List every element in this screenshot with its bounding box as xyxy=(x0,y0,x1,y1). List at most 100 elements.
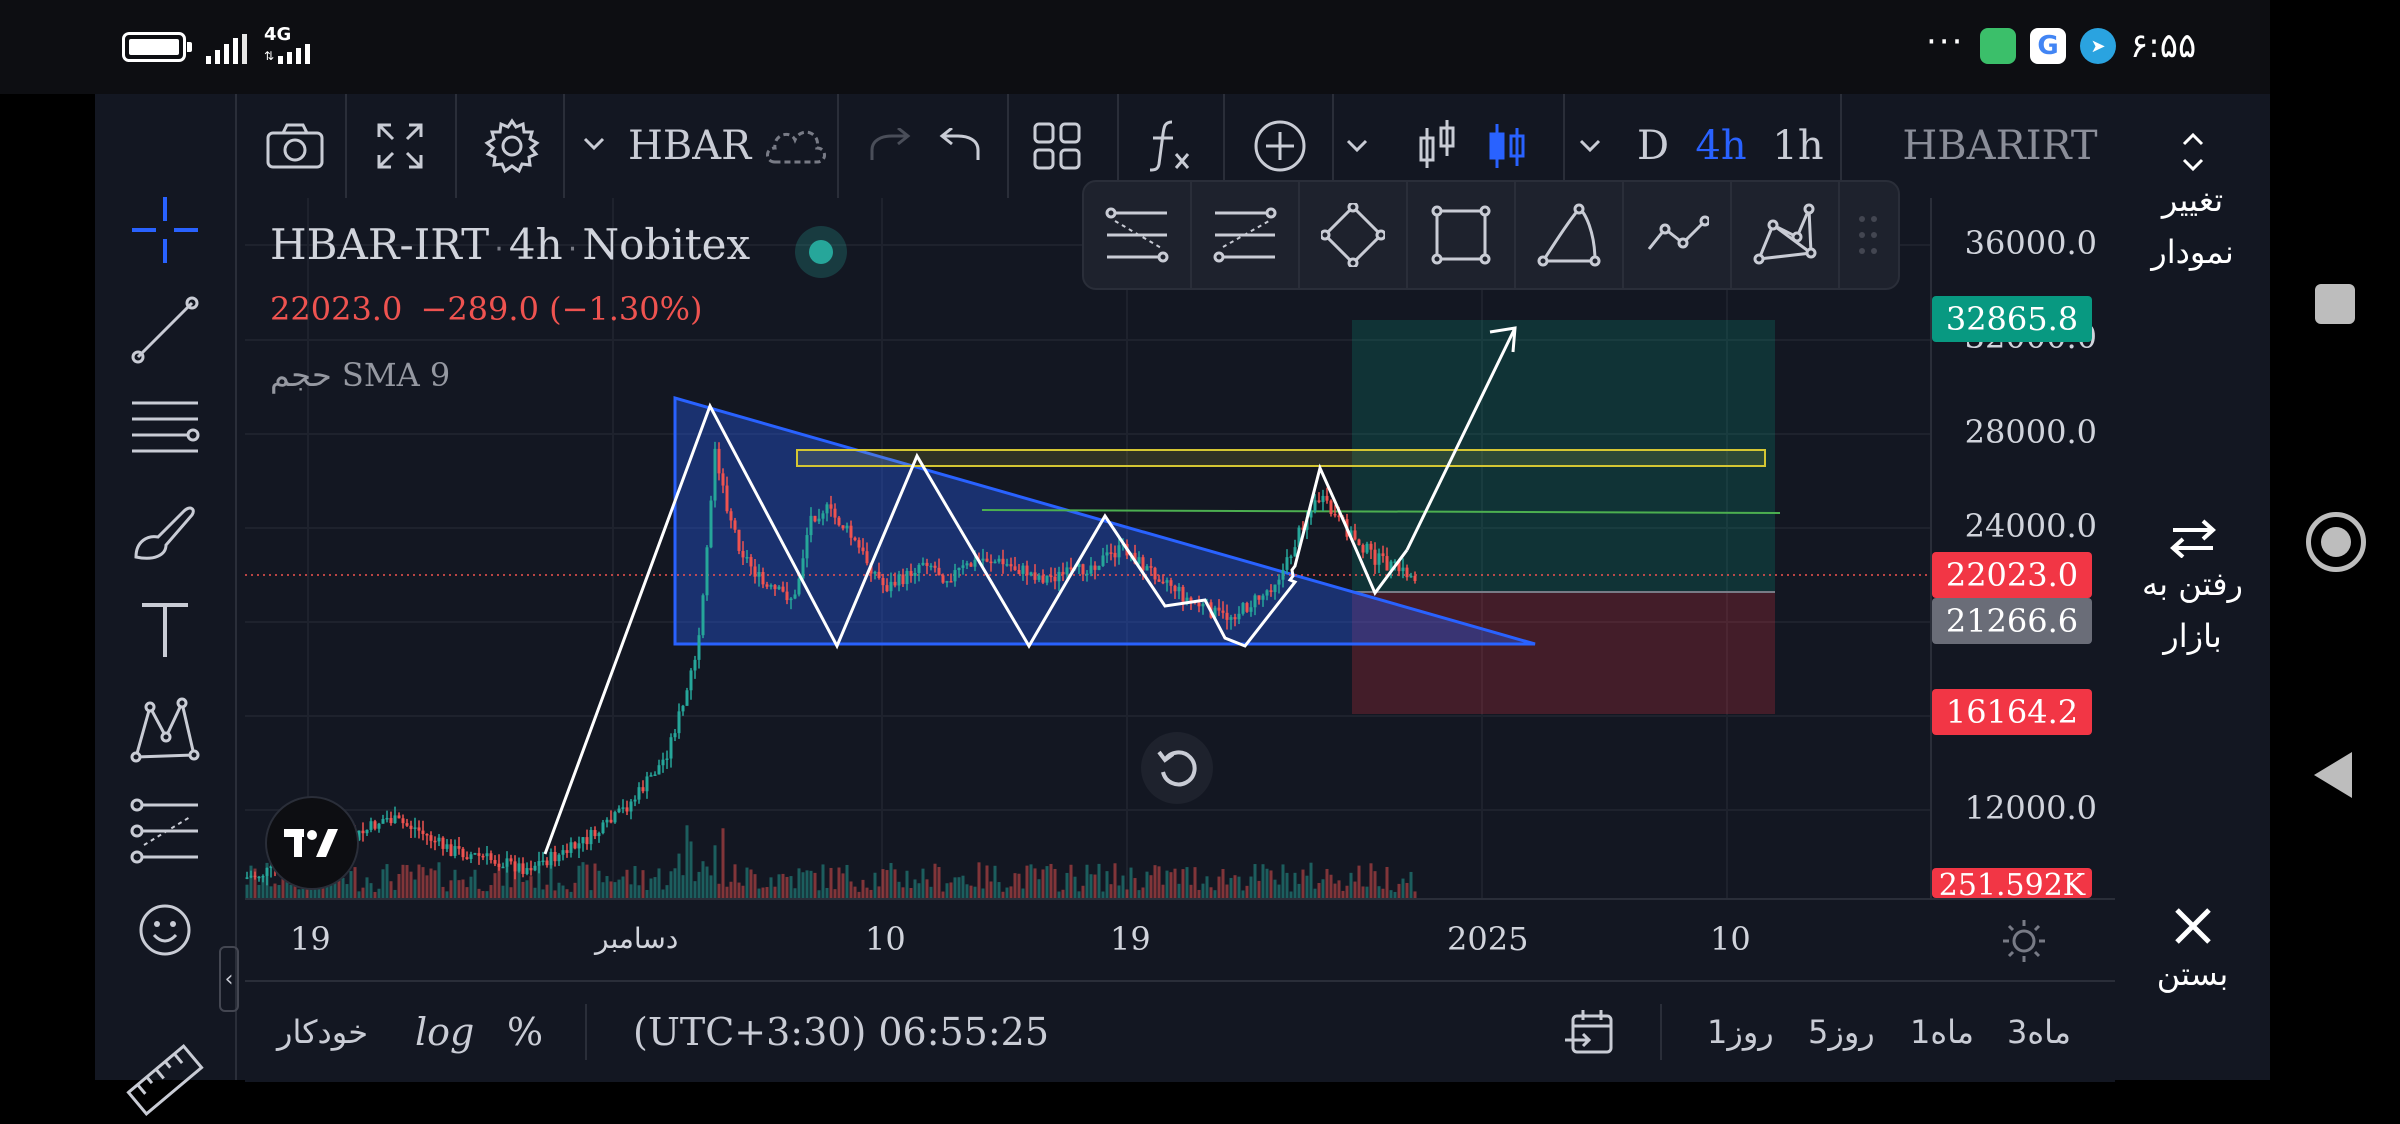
candle-body xyxy=(601,822,605,834)
candle-body xyxy=(569,842,573,853)
interval-dropdown[interactable] xyxy=(1570,94,1610,198)
back-button[interactable] xyxy=(2312,750,2354,804)
fullscreen-button[interactable] xyxy=(355,94,445,198)
chart-type-dropdown[interactable] xyxy=(1337,94,1377,198)
forecast-arrow[interactable] xyxy=(1405,327,1517,551)
candle-body xyxy=(1141,557,1145,571)
time-axis-label: 2025 xyxy=(1447,920,1529,958)
volume-bar xyxy=(1045,866,1049,898)
recents-button[interactable] xyxy=(2315,284,2355,324)
volume-bar xyxy=(521,881,525,898)
volume-bar xyxy=(401,864,405,898)
range-3m[interactable]: 3ماه xyxy=(2007,1013,2072,1051)
candle-body xyxy=(457,846,461,849)
rotated-rectangle-tool-icon[interactable] xyxy=(1300,182,1406,288)
candle-body xyxy=(793,594,797,599)
range-1m[interactable]: 1ماه xyxy=(1910,1013,1975,1051)
go-to-date-icon[interactable] xyxy=(1563,1008,1615,1062)
timezone-clock[interactable]: (UTC+3:30) 06:55:25 xyxy=(633,1010,1050,1054)
symbol-selector[interactable]: HBAR xyxy=(570,94,910,198)
screenshot-button[interactable] xyxy=(255,94,335,198)
ruler-icon[interactable] xyxy=(125,1040,205,1124)
volume-bar xyxy=(861,879,865,898)
volume-bar xyxy=(605,876,609,898)
log-scale-toggle[interactable]: log xyxy=(415,1010,475,1054)
drag-handle-icon[interactable] xyxy=(1840,182,1896,288)
candle-body xyxy=(605,819,609,823)
fib-retracement-icon[interactable] xyxy=(125,390,205,470)
price-axis[interactable]: 36000.0 32000.0 28000.0 24000.0 12000.0 … xyxy=(1930,198,2117,903)
trend-line-icon[interactable] xyxy=(125,290,205,370)
volume-bar xyxy=(1053,868,1057,898)
candle-body xyxy=(1241,603,1245,614)
forecast-tool-icon[interactable] xyxy=(125,790,205,870)
layout-button[interactable] xyxy=(1017,94,1097,198)
candle-body xyxy=(913,572,917,576)
change-chart-button[interactable]: تغییر نمودار xyxy=(2115,130,2270,278)
pattern-tool-icon[interactable] xyxy=(125,690,205,770)
candle-body xyxy=(921,562,925,565)
close-button[interactable]: بستن xyxy=(2115,904,2270,1000)
zigzag-pattern[interactable] xyxy=(543,402,1409,855)
volume-bar xyxy=(409,871,413,898)
fib-channel-tool-icon[interactable] xyxy=(1084,182,1190,288)
home-button[interactable] xyxy=(2306,512,2366,572)
candle-body xyxy=(573,842,577,849)
price-chart[interactable] xyxy=(245,198,1930,898)
text-tool-icon[interactable] xyxy=(125,590,205,670)
path-tool-icon[interactable] xyxy=(1624,182,1730,288)
bars-chart-button[interactable] xyxy=(1407,94,1467,198)
horizontal-line[interactable] xyxy=(981,509,1781,514)
interval-4h[interactable]: 4h xyxy=(1695,123,1747,169)
candle-body xyxy=(525,868,529,874)
volume-bar xyxy=(353,867,357,898)
volume-bar xyxy=(681,875,685,898)
volume-bar xyxy=(1269,870,1273,898)
chart-pane[interactable]: HBAR-IRT · 4h · Nobitex 22023.0 −289.0 (… xyxy=(245,198,1930,898)
candle-body xyxy=(1257,595,1261,600)
interval-d[interactable]: D xyxy=(1636,123,1670,169)
volume-bar xyxy=(429,868,433,898)
undo-button[interactable] xyxy=(925,94,995,198)
fib-extension-tool-icon[interactable] xyxy=(1192,182,1298,288)
collapse-toolbar-button[interactable]: ‹ xyxy=(219,946,239,1012)
range-5d[interactable]: 5روز xyxy=(1808,1013,1875,1051)
symbol-right-label[interactable]: HBARIRT xyxy=(1902,123,2098,169)
indicators-button[interactable] xyxy=(1127,94,1211,198)
auto-scale-toggle[interactable]: خودکار xyxy=(277,1013,368,1051)
settings-button[interactable] xyxy=(467,94,557,198)
crosshair-icon[interactable] xyxy=(125,190,205,270)
arc-tool-icon[interactable] xyxy=(1516,182,1622,288)
candle-body xyxy=(1293,547,1297,557)
battery-icon xyxy=(122,32,192,62)
volume-bar xyxy=(897,881,901,898)
candle-body xyxy=(1325,495,1329,501)
volume-bar xyxy=(961,875,965,898)
change-chart-label-2: نمودار xyxy=(2151,233,2234,271)
candle-body xyxy=(1037,575,1041,580)
range-1d[interactable]: 1روز xyxy=(1707,1013,1774,1051)
go-to-market-button[interactable]: رفتن به بازار xyxy=(2115,518,2270,662)
candles-chart-button[interactable] xyxy=(1477,94,1537,198)
percent-scale-toggle[interactable]: % xyxy=(507,1010,544,1054)
volume-bar xyxy=(349,871,353,898)
interval-1h[interactable]: 1h xyxy=(1772,123,1824,169)
volume-bar xyxy=(1309,862,1313,898)
xabcd-pattern-tool-icon[interactable] xyxy=(1732,182,1838,288)
tradingview-logo[interactable] xyxy=(265,796,359,890)
rectangle-tool-icon[interactable] xyxy=(1408,182,1514,288)
time-axis[interactable]: 19 دسامبر 10 19 2025 10 xyxy=(245,898,2115,982)
resistance-box[interactable] xyxy=(796,449,1766,467)
emoji-icon[interactable] xyxy=(125,890,205,970)
redo-button[interactable] xyxy=(855,94,925,198)
volume-bar xyxy=(505,863,509,898)
brush-icon[interactable] xyxy=(125,490,205,570)
candle-body xyxy=(393,815,397,824)
volume-bar xyxy=(673,868,677,898)
volume-indicator-label[interactable]: حجم SMA 9 xyxy=(270,356,451,394)
position-target-zone[interactable] xyxy=(1352,320,1775,592)
volume-bar xyxy=(325,881,329,898)
sun-icon[interactable] xyxy=(2001,918,2047,968)
reset-chart-button[interactable] xyxy=(1141,732,1213,804)
add-button[interactable] xyxy=(1235,94,1325,198)
